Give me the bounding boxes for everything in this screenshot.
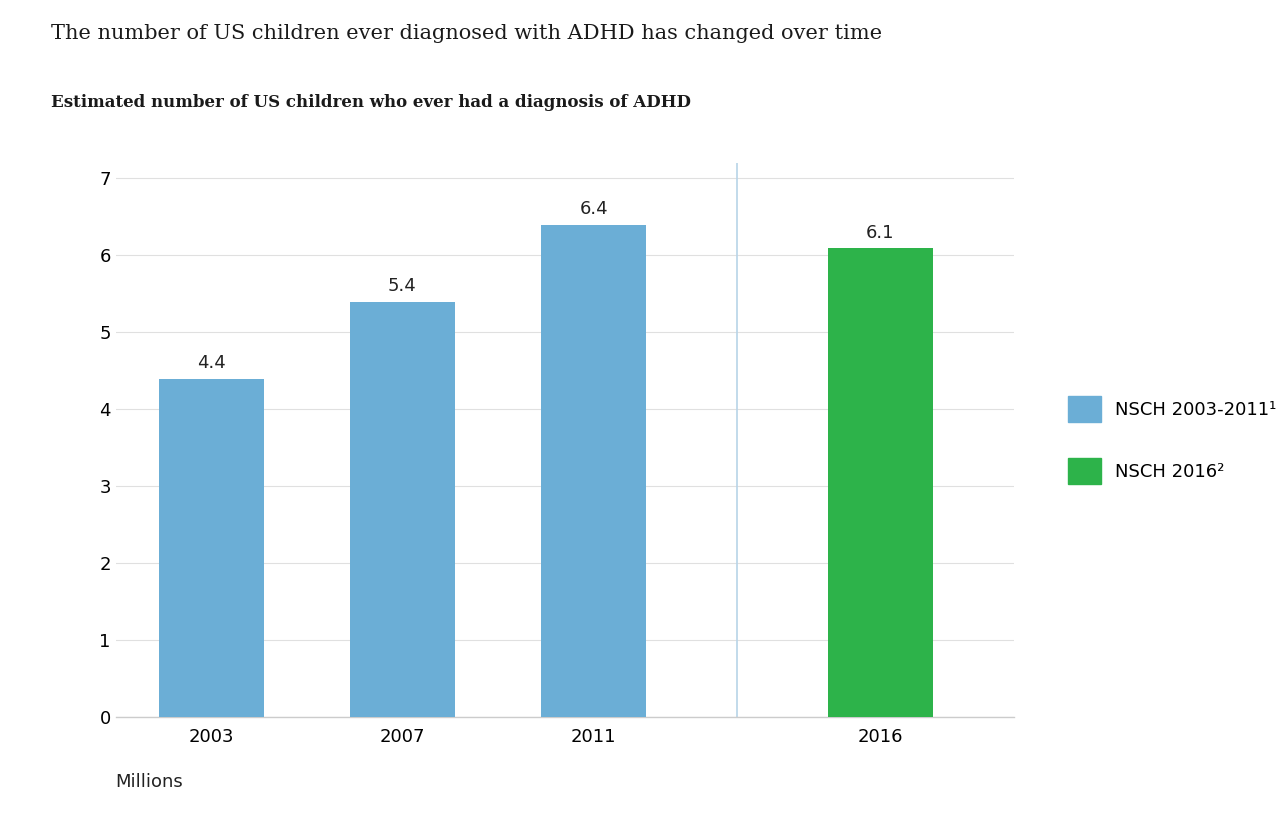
Text: Millions: Millions [116, 773, 184, 791]
Bar [349, 302, 455, 717]
Legend: NSCH 2003-2011¹, NSCH 2016²: NSCH 2003-2011¹, NSCH 2016² [1068, 396, 1276, 484]
Text: Estimated number of US children who ever had a diagnosis of ADHD: Estimated number of US children who ever… [51, 94, 691, 111]
Bar [159, 378, 263, 717]
Text: 4.4: 4.4 [196, 355, 226, 372]
Bar [541, 225, 646, 717]
Text: 6.1: 6.1 [867, 223, 895, 241]
Text: The number of US children ever diagnosed with ADHD has changed over time: The number of US children ever diagnosed… [51, 24, 882, 43]
Text: 6.4: 6.4 [579, 200, 607, 218]
Bar [828, 248, 933, 717]
Text: 5.4: 5.4 [388, 277, 417, 295]
